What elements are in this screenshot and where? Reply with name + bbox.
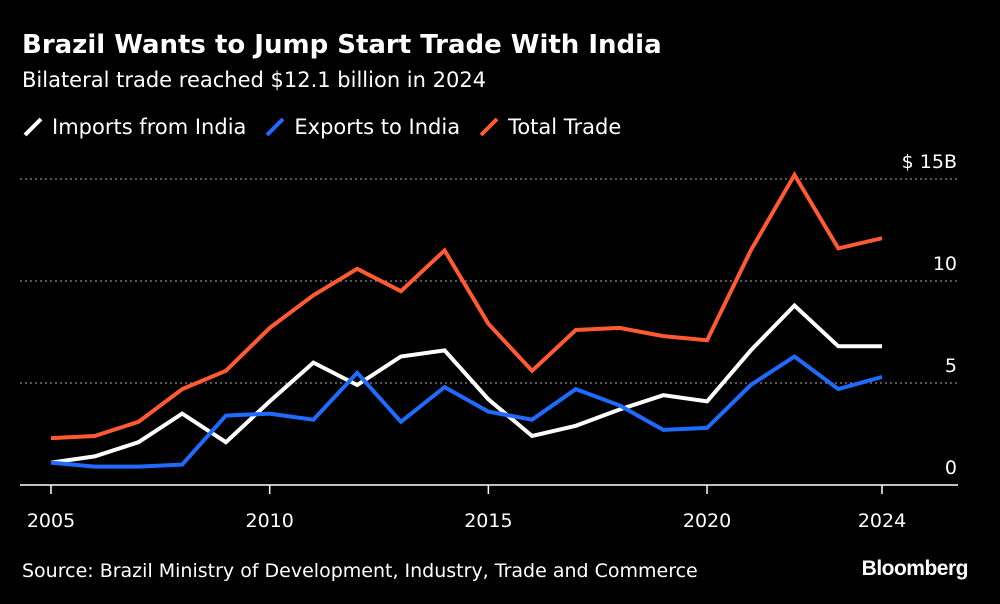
x-tick-label-2010: 2010	[246, 510, 294, 532]
bloomberg-logo: Bloomberg	[861, 557, 969, 580]
x-axis	[20, 484, 958, 494]
y-tick-label-10: 10	[933, 253, 957, 275]
source-note: Source: Brazil Ministry of Development, …	[22, 560, 698, 582]
legend-item-exports: Exports to India	[264, 115, 460, 139]
grid-lines	[20, 178, 958, 384]
legend-swatch-imports	[23, 117, 43, 137]
y-axis-tick-labels: 0 5 10 $ 15B	[902, 151, 957, 479]
legend-item-total: Total Trade	[478, 115, 621, 139]
legend-label-total: Total Trade	[508, 115, 622, 139]
x-tick-label-2020: 2020	[683, 510, 731, 532]
series-line-total	[50, 170, 883, 441]
x-tick-label-2024: 2024	[858, 510, 906, 532]
chart-subtitle: Bilateral trade reached $12.1 billion in…	[22, 68, 487, 92]
x-tick-label-2005: 2005	[27, 510, 75, 532]
legend-swatch-exports	[265, 117, 285, 137]
y-tick-label-0: 0	[945, 457, 957, 479]
y-tick-label-15: $ 15B	[902, 151, 957, 173]
legend-swatch-total	[479, 117, 499, 137]
legend-label-exports: Exports to India	[294, 115, 461, 139]
series-line-exports	[50, 354, 883, 469]
x-tick-label-2015: 2015	[464, 510, 512, 532]
legend-item-imports: Imports from India	[22, 115, 246, 139]
legend-label-imports: Imports from India	[52, 115, 247, 139]
series-line-imports	[50, 302, 882, 465]
chart-title: Brazil Wants to Jump Start Trade With In…	[22, 30, 662, 60]
x-axis-tick-labels: 2005 2010 2015 2020 2024	[27, 510, 906, 532]
legend: Imports from India Exports to India Tota…	[22, 113, 639, 141]
y-tick-label-5: 5	[945, 355, 957, 377]
series-lines	[50, 170, 883, 469]
